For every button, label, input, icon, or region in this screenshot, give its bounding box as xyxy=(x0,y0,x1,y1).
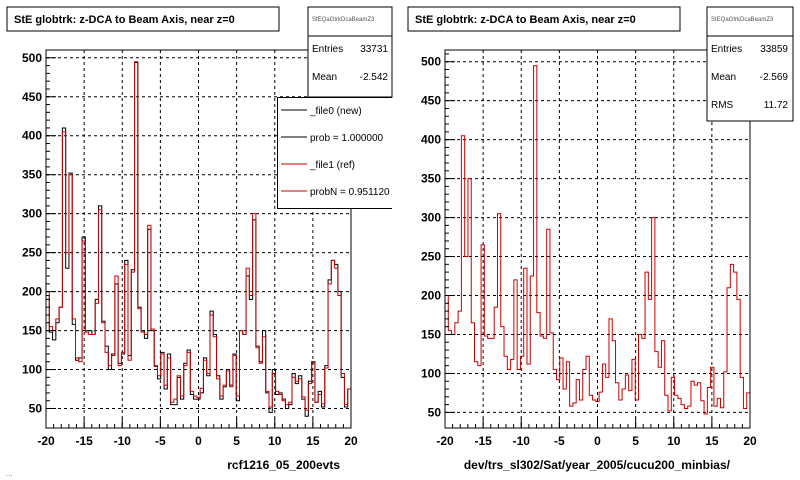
left-stats-entries-label: Entries xyxy=(312,44,343,55)
legend-label-prob: prob = 1.000000 xyxy=(310,133,384,144)
right-y-tick-label: 500 xyxy=(421,55,441,69)
left-y-tick-label: 250 xyxy=(22,246,42,260)
left-y-tick-label: 200 xyxy=(22,285,42,299)
left-series-group xyxy=(46,61,351,417)
left-axis-ticks: -20 -15 -10 -5 0 5 10 15 20 50 100 150 200 250 300 350 4… xyxy=(22,49,358,448)
right-stats-mean-label: Mean xyxy=(711,72,736,83)
left-x-tick-label: 10 xyxy=(268,434,282,448)
left-y-tick-label: 100 xyxy=(22,363,42,377)
left-histogram-panel: -20 -15 -10 -5 0 5 10 15 20 50 100 150 200 250 300 350 4… xyxy=(6,6,393,472)
right-y-tick-label: 250 xyxy=(421,250,441,264)
legend-label-file1: _file1 (ref) xyxy=(309,160,355,171)
right-x-tick-label: 0 xyxy=(594,434,601,448)
left-series-line-ref xyxy=(46,61,351,411)
legend-item-file0: _file0 (new) xyxy=(281,106,362,117)
left-x-tick-label: -20 xyxy=(37,434,55,448)
left-x-tick-label: -5 xyxy=(155,434,166,448)
left-y-tick-label: 300 xyxy=(22,207,42,221)
right-x-tick-label: -10 xyxy=(513,434,531,448)
left-x-tick-label: 20 xyxy=(344,434,358,448)
right-grid xyxy=(445,50,750,428)
right-chart-title: StE globtrk: z-DCA to Beam Axis, near z=… xyxy=(415,14,636,26)
right-stats-rms-value: 11.72 xyxy=(764,100,789,111)
legend-item-file1: _file1 (ref) xyxy=(281,160,355,171)
left-title-box xyxy=(6,6,280,32)
footer-text: ... xyxy=(6,469,13,478)
right-series-line-ref xyxy=(445,65,750,415)
right-x-tick-label: -20 xyxy=(436,434,454,448)
left-y-tick-label: 450 xyxy=(22,90,42,104)
left-stats-mean-label: Mean xyxy=(312,72,337,83)
legend-label-probn: probN = 0.951120 xyxy=(310,187,390,198)
left-x-tick-label: -15 xyxy=(75,434,93,448)
right-x-tick-label: 15 xyxy=(705,434,719,448)
right-y-tick-label: 300 xyxy=(421,211,441,225)
right-stats-header: StEQaGtrkDcaBeamZ3 xyxy=(711,17,774,23)
right-y-tick-label: 200 xyxy=(421,289,441,303)
right-y-tick-label: 350 xyxy=(421,172,441,186)
left-y-tick-label: 150 xyxy=(22,324,42,338)
right-x-tick-label: -5 xyxy=(554,434,565,448)
right-histogram-panel: -20 -15 -10 -5 0 5 10 15 20 50 100 150 200 250 300 350 4… xyxy=(407,6,794,472)
legend-item-probn: probN = 0.951120 xyxy=(281,187,390,198)
right-y-tick-label: 50 xyxy=(428,405,442,419)
right-series-group xyxy=(445,65,750,415)
left-stats-entries-value: 33731 xyxy=(360,44,388,55)
right-x-tick-label: -15 xyxy=(474,434,492,448)
right-y-tick-label: 150 xyxy=(421,327,441,341)
right-x-tick-label: 5 xyxy=(632,434,639,448)
left-stats-header: StEQaGtrkDcaBeamZ3 xyxy=(312,17,375,23)
left-y-tick-label: 400 xyxy=(22,129,42,143)
right-x-axis-label: dev/trs_sl302/Sat/year_2005/cucu200_minb… xyxy=(464,458,731,472)
right-stats-mean-value: -2.569 xyxy=(760,72,789,83)
right-stats-entries-value: 33859 xyxy=(760,44,788,55)
left-y-tick-label: 50 xyxy=(29,402,43,416)
left-y-tick-label: 350 xyxy=(22,168,42,182)
left-x-tick-label: 15 xyxy=(306,434,320,448)
right-x-tick-label: 10 xyxy=(667,434,681,448)
legend-item-prob: prob = 1.000000 xyxy=(281,133,384,144)
right-stats-box: StEQaGtrkDcaBeamZ3 Entries 33859 Mean -2… xyxy=(706,6,794,122)
legend-label-file0: _file0 (new) xyxy=(309,106,362,117)
right-title-box xyxy=(407,6,681,32)
right-y-tick-label: 100 xyxy=(421,366,441,380)
left-x-axis-label: rcf1216_05_200evts xyxy=(227,458,340,472)
left-stats-mean-value: -2.542 xyxy=(360,72,389,83)
left-x-tick-label: 0 xyxy=(195,434,202,448)
right-y-tick-label: 450 xyxy=(421,94,441,108)
left-x-tick-label: -10 xyxy=(114,434,132,448)
left-chart-title: StE globtrk: z-DCA to Beam Axis, near z=… xyxy=(14,14,235,26)
right-stats-rms-label: RMS xyxy=(711,100,734,111)
left-stats-box: StEQaGtrkDcaBeamZ3 Entries 33731 Mean -2… xyxy=(307,6,393,98)
right-x-tick-label: 20 xyxy=(743,434,757,448)
right-y-tick-label: 400 xyxy=(421,133,441,147)
legend: _file0 (new) prob = 1.000000 _file1 (ref… xyxy=(277,97,392,209)
left-y-tick-label: 500 xyxy=(22,51,42,65)
left-x-tick-label: 5 xyxy=(233,434,240,448)
right-axis-ticks: -20 -15 -10 -5 0 5 10 15 20 50 100 150 200 250 300 350 4… xyxy=(421,53,757,448)
right-stats-entries-label: Entries xyxy=(711,44,742,55)
